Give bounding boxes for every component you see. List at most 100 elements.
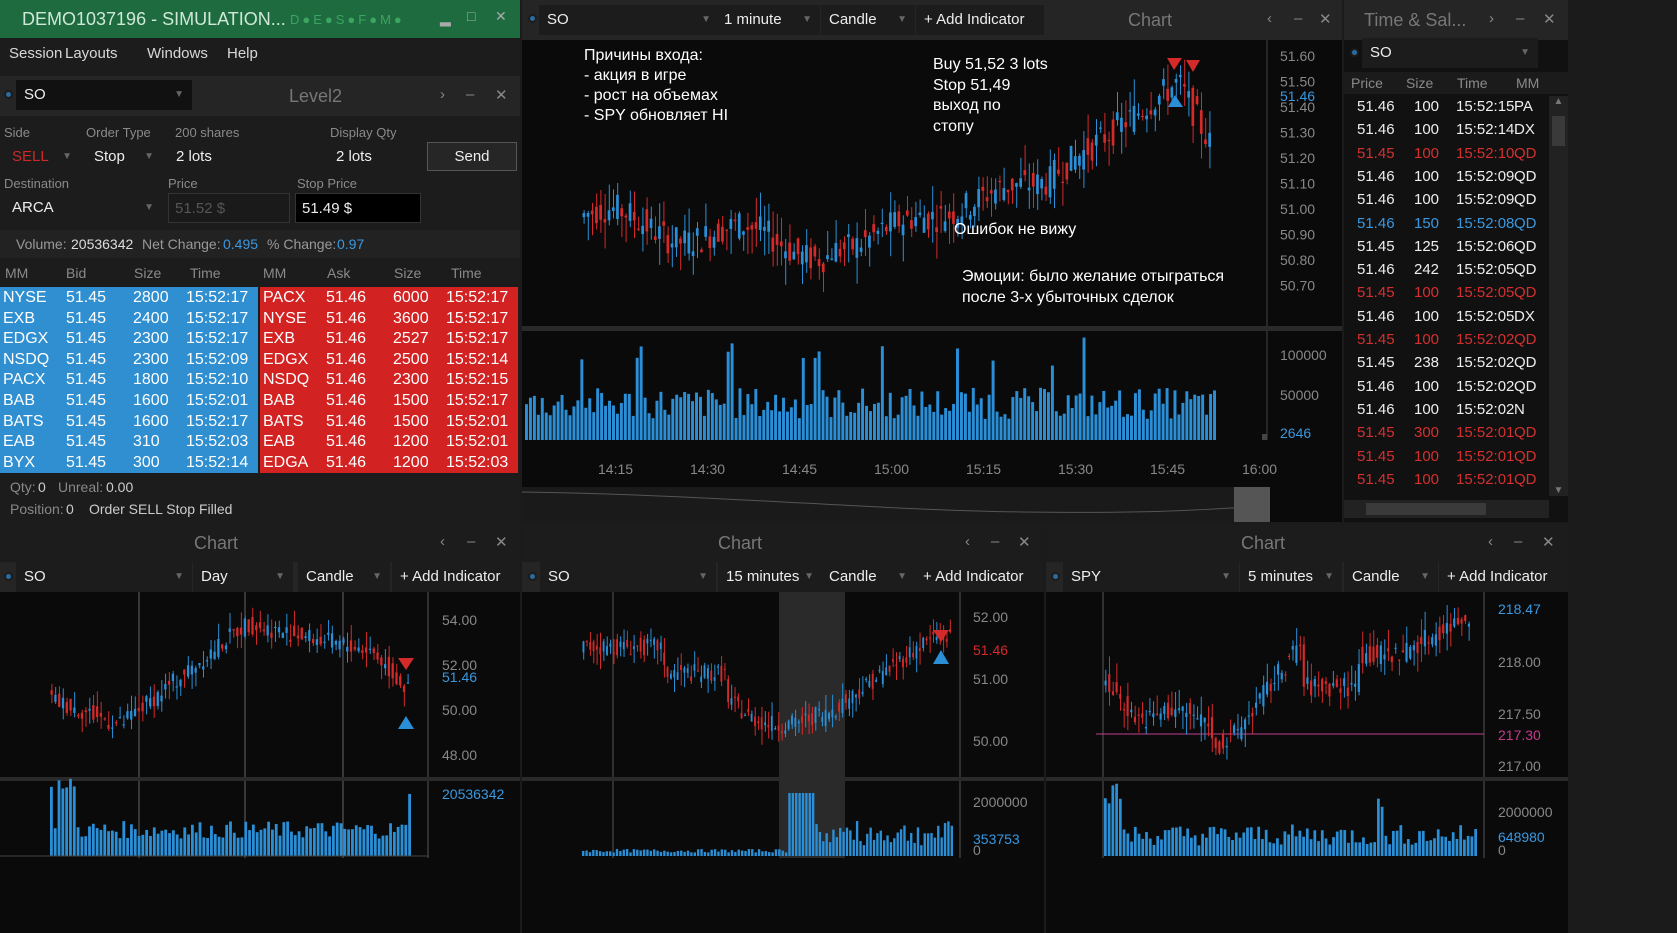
ts-symbol-dropdown[interactable]: SO ▼: [1362, 38, 1538, 68]
quantity-input[interactable]: 2 lots: [168, 142, 322, 172]
chevron-left-icon[interactable]: ‹: [440, 533, 445, 550]
add-indicator-button[interactable]: + Add Indicator: [916, 5, 1044, 35]
ts-hscrollbar[interactable]: [1344, 500, 1549, 518]
link-dot-icon[interactable]: [1051, 572, 1060, 581]
ts-header[interactable]: Time: [1457, 75, 1488, 91]
minimize-icon[interactable]: –: [991, 533, 1000, 550]
chevron-left-icon[interactable]: ‹: [965, 533, 970, 550]
book-header[interactable]: MM: [5, 265, 29, 281]
chart-type-dropdown[interactable]: Candle ▼: [298, 562, 390, 592]
chevron-right-icon[interactable]: ›: [440, 86, 445, 103]
ts-header[interactable]: Size: [1406, 75, 1434, 91]
link-dot-icon[interactable]: [528, 14, 537, 23]
book-header[interactable]: MM: [263, 265, 287, 281]
chart-type-dropdown[interactable]: Candle ▼: [821, 562, 915, 592]
menu-help[interactable]: Help: [227, 45, 258, 62]
ts-scrollbar[interactable]: ▲ ▼: [1549, 96, 1568, 496]
chart-type-dropdown[interactable]: Candle ▼: [821, 5, 915, 35]
spy-volume-bar: [1212, 826, 1216, 856]
symbol-dropdown[interactable]: SO ▼: [540, 562, 716, 592]
main-candle: [1090, 142, 1094, 161]
send-button[interactable]: Send: [427, 142, 517, 171]
interval-dropdown[interactable]: 15 minutes ▼: [718, 562, 822, 592]
spy-candle: [1236, 729, 1239, 731]
day-candle: [346, 646, 349, 652]
interval-dropdown[interactable]: Day ▼: [193, 562, 293, 592]
destination-dropdown[interactable]: ARCA ▼: [4, 193, 162, 223]
minimize-icon[interactable]: –: [467, 533, 476, 550]
book-header[interactable]: Ask: [327, 265, 351, 281]
side-dropdown[interactable]: SELL ▼: [4, 142, 80, 172]
chevron-left-icon[interactable]: ‹: [1267, 10, 1272, 27]
link-dot-icon[interactable]: [1350, 48, 1359, 57]
close-icon[interactable]: ✕: [495, 87, 508, 104]
spy-candle: [1133, 716, 1137, 723]
ask-cell: 15:52:17: [446, 330, 509, 348]
book-header[interactable]: Bid: [66, 265, 87, 281]
link-dot-icon[interactable]: [4, 90, 13, 99]
chart-day-canvas[interactable]: 54.00 52.00 50.00 48.00 51.46 20536342: [0, 592, 520, 933]
interval-dropdown[interactable]: 5 minutes ▼: [1240, 562, 1342, 592]
symbol-dropdown[interactable]: SO ▼: [539, 5, 719, 35]
day-volume-bar: [217, 836, 221, 856]
ts-header[interactable]: Price: [1351, 75, 1383, 91]
day-candle: [357, 647, 360, 652]
close-icon[interactable]: ✕: [1018, 534, 1031, 551]
chevron-right-icon[interactable]: ›: [1489, 10, 1494, 27]
chart-spy-window: Chart ‹ – ✕ SPY ▼ 5 minutes ▼ Candle ▼ + Ad…: [1046, 525, 1568, 933]
minimize-icon[interactable]: –: [1294, 10, 1303, 27]
book-header[interactable]: Time: [451, 265, 482, 281]
minimize-icon[interactable]: –: [1514, 533, 1523, 550]
add-indicator-button[interactable]: + Add Indicator: [392, 562, 520, 592]
interval-dropdown[interactable]: 1 minute ▼: [716, 5, 820, 35]
price-input[interactable]: 51.52 $: [168, 193, 290, 223]
restore-icon[interactable]: □: [467, 8, 476, 24]
m15-volume-bar: [622, 849, 625, 856]
close-icon[interactable]: ✕: [495, 534, 508, 551]
spy-candle: [1431, 637, 1434, 645]
display-qty-input[interactable]: 2 lots: [328, 142, 420, 172]
book-header[interactable]: Size: [394, 265, 422, 281]
book-header[interactable]: Size: [134, 265, 162, 281]
m15-candle: [811, 713, 814, 726]
spy-volume-bar: [1104, 798, 1107, 856]
link-dot-icon[interactable]: [528, 572, 537, 581]
price-tick: 48.00: [442, 747, 477, 763]
book-header[interactable]: Time: [190, 265, 221, 281]
chart-type-dropdown[interactable]: Candle ▼: [1344, 562, 1438, 592]
day-candle: [152, 696, 156, 707]
day-volume-bar: [263, 828, 267, 856]
menu-session[interactable]: Session: [9, 45, 63, 62]
minimize-icon[interactable]: –: [1516, 10, 1525, 27]
spy-candle: [1185, 712, 1188, 718]
minimize-icon[interactable]: ▂: [440, 10, 451, 26]
spy-volume-bar: [1339, 829, 1343, 856]
menu-windows[interactable]: Windows: [147, 45, 208, 62]
chevron-left-icon[interactable]: ‹: [1488, 533, 1493, 550]
order-type-dropdown[interactable]: Stop ▼: [86, 142, 162, 172]
main-volume-bar: [1130, 415, 1133, 440]
menu-layouts[interactable]: Layouts: [65, 45, 118, 62]
minimize-icon[interactable]: –: [466, 86, 475, 103]
day-candle: [304, 636, 307, 638]
ts-header[interactable]: MM: [1516, 75, 1540, 91]
m15-volume-bar: [625, 849, 629, 856]
symbol-dropdown[interactable]: SO ▼: [16, 562, 192, 592]
stop-price-input[interactable]: 51.49 $: [295, 193, 421, 223]
symbol-dropdown[interactable]: SO ▼: [16, 80, 192, 110]
sell-marker: [1167, 58, 1182, 70]
chart-spy-canvas[interactable]: 218.47 218.00 217.50 217.00 217.30 2000000 064…: [1046, 592, 1568, 933]
close-icon[interactable]: ✕: [1319, 11, 1332, 28]
link-dot-icon[interactable]: [4, 572, 13, 581]
main-chart-canvas[interactable]: 51.60 51.50 51.40 51.30 51.20 51.10 51.00 50.90…: [522, 40, 1342, 522]
close-icon[interactable]: ✕: [1542, 534, 1555, 551]
ts-cell: 150: [1414, 214, 1440, 232]
add-indicator-button[interactable]: + Add Indicator: [1439, 562, 1568, 592]
add-indicator-button[interactable]: + Add Indicator: [915, 562, 1044, 592]
close-icon[interactable]: ✕: [1543, 11, 1556, 28]
symbol-dropdown[interactable]: SPY ▼: [1063, 562, 1239, 592]
spy-volume-bar: [1373, 842, 1377, 856]
close-icon[interactable]: ✕: [495, 8, 507, 24]
main-volume-bar: [825, 396, 829, 440]
